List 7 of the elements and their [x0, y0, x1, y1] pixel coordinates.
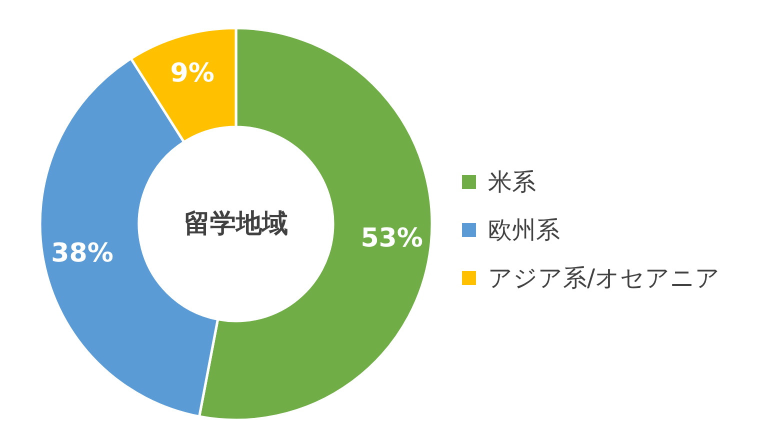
legend-label: 米系 — [488, 168, 536, 196]
data-label: 38% — [51, 238, 114, 268]
data-label: 9% — [170, 58, 214, 89]
data-label: 53% — [360, 224, 423, 254]
legend-label: 欧州系 — [488, 216, 560, 244]
legend-label: アジア系/オセアニア — [488, 264, 720, 292]
text: 留学地域 — [184, 209, 288, 239]
